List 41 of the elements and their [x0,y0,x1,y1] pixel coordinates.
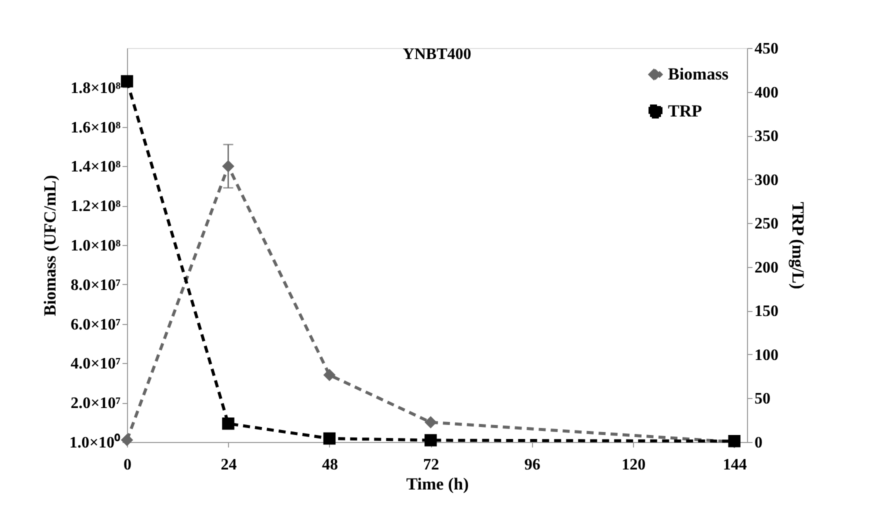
y2-tick-label: 450 [754,40,778,58]
point [323,432,336,445]
y-tick-label: 1.2×10⁸ [70,198,121,216]
y-tick-label: 8.0×10⁷ [70,276,121,294]
y-tick-label: 1.6×10⁸ [70,119,121,136]
y-tick-label: 1.0×10⁸ [70,238,121,254]
point [424,416,437,428]
x-tick-label: 120 [622,456,646,474]
y-tick-label: 2.0×10⁷ [70,395,121,412]
x-tick-label: 0 [124,456,132,474]
point [323,368,336,382]
y2-tick-label: 200 [754,259,778,276]
y2-tick-label: 300 [754,172,778,189]
y2-tick-label: 250 [754,216,778,233]
x-tick-label: 144 [722,456,747,474]
point [120,75,134,88]
chart-title: YNBT400 [402,46,472,63]
y-tick-label: 1.4×10⁸ [70,158,121,176]
y2-tick-label: 50 [754,390,770,408]
legend-label: Biomass [668,64,729,84]
y2-tick-label: 350 [754,128,778,146]
x-tick-label: 24 [220,456,237,474]
y2-tick-label: 150 [754,303,778,320]
point [222,417,234,430]
point [424,434,437,446]
y-tick-label: 1.8×10⁸ [70,80,121,97]
point [222,160,234,172]
y2-axis-title: TRP (mg/L) [788,202,808,290]
y2-tick-label: 0 [754,434,762,452]
y-tick-label: 4.0×10⁷ [70,356,121,373]
x-tick-label: 96 [524,456,540,474]
y2-tick-label: 100 [754,346,778,364]
x-axis-title: Time (h) [406,474,469,494]
y-axis-title: Biomass (UFC/mL) [40,174,60,316]
y-tick-label: 6.0×10⁷ [70,316,121,334]
y-tick-label: 1.0×10⁰ [69,434,120,452]
legend-label: TRP [668,102,702,120]
x-tick-label: 48 [322,456,338,474]
point [120,434,134,446]
y2-tick-label: 400 [754,84,778,102]
x-tick-label: 72 [423,456,440,474]
